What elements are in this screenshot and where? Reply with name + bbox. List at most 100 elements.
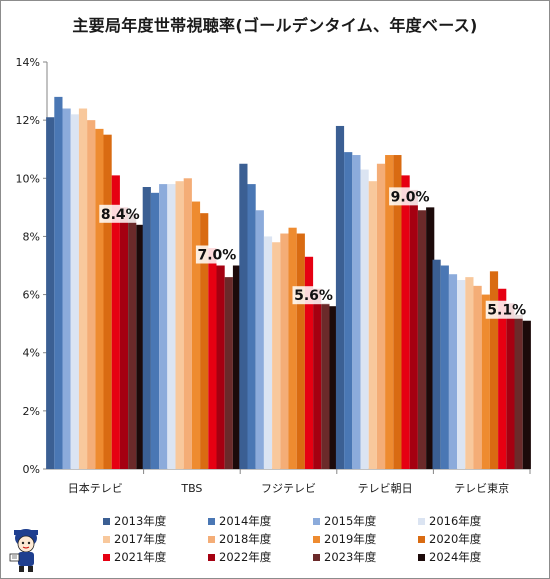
bar-2017年度-テレビ東京 bbox=[465, 277, 474, 469]
data-label: 5.6% bbox=[294, 288, 333, 304]
bar-2018年度-テレビ朝日 bbox=[376, 163, 386, 469]
bar-2024年度-テレビ東京 bbox=[522, 320, 531, 469]
y-tick-label: 2% bbox=[23, 405, 40, 418]
bar-2024年度-フジテレビ bbox=[329, 306, 338, 469]
bar-2016年度-フジテレビ bbox=[263, 236, 273, 469]
bar-2015年度-日本テレビ bbox=[62, 108, 71, 469]
legend-item: 2021年度 bbox=[103, 549, 208, 565]
bar-2016年度-テレビ東京 bbox=[457, 280, 466, 469]
bar-2015年度-テレビ朝日 bbox=[352, 155, 361, 469]
bar-2024年度-TBS bbox=[232, 265, 242, 469]
bar-2021年度-テレビ東京 bbox=[498, 288, 507, 469]
legend-swatch bbox=[103, 553, 110, 561]
legend-label: 2016年度 bbox=[429, 514, 482, 528]
legend-item: 2020年度 bbox=[418, 531, 523, 547]
legend: 2013年度 2014年度 2015年度 2016年度 2017年度 2018年度 2019… bbox=[103, 513, 523, 565]
bar-2017年度-テレビ朝日 bbox=[368, 181, 377, 469]
bar-2016年度-日本テレビ bbox=[70, 114, 79, 469]
bar-2020年度-TBS bbox=[200, 213, 209, 469]
bar-2020年度-テレビ東京 bbox=[489, 271, 499, 469]
bar-2015年度-TBS bbox=[159, 184, 168, 469]
legend-item: 2019年度 bbox=[313, 531, 418, 547]
bar-2017年度-日本テレビ bbox=[78, 108, 88, 469]
data-label-background bbox=[99, 204, 142, 223]
y-tick-label: 4% bbox=[23, 347, 40, 360]
bar-2023年度-テレビ朝日 bbox=[417, 210, 427, 469]
y-tick-label: 14% bbox=[16, 56, 40, 69]
data-label-background bbox=[485, 300, 528, 319]
y-tick-label: 0% bbox=[23, 463, 40, 476]
bar-2020年度-テレビ朝日 bbox=[393, 155, 402, 469]
bar-2022年度-フジテレビ bbox=[313, 288, 322, 469]
x-tick-label: TBS bbox=[180, 482, 202, 495]
legend-swatch bbox=[208, 553, 215, 561]
legend-label: 2018年度 bbox=[219, 532, 272, 546]
legend-swatch bbox=[313, 535, 320, 543]
legend-label: 2024年度 bbox=[429, 550, 482, 564]
bar-2019年度-テレビ東京 bbox=[481, 294, 490, 469]
legend-item: 2024年度 bbox=[418, 549, 523, 565]
data-label: 5.1% bbox=[487, 303, 526, 319]
data-label: 9.0% bbox=[391, 189, 430, 205]
legend-item: 2022年度 bbox=[208, 549, 313, 565]
x-tick-label: テレビ朝日 bbox=[358, 482, 413, 495]
legend-swatch bbox=[208, 535, 215, 543]
bar-2013年度-日本テレビ bbox=[46, 117, 55, 469]
bar-2022年度-テレビ朝日 bbox=[409, 189, 418, 469]
bar-2019年度-フジテレビ bbox=[288, 227, 297, 469]
legend-swatch bbox=[313, 517, 320, 525]
bar-2019年度-TBS bbox=[191, 201, 201, 470]
legend-swatch bbox=[418, 553, 425, 561]
bar-2016年度-テレビ朝日 bbox=[360, 169, 369, 470]
data-label: 8.4% bbox=[101, 207, 140, 223]
bar-2014年度-テレビ朝日 bbox=[344, 152, 353, 469]
bar-2013年度-テレビ東京 bbox=[432, 259, 441, 469]
bar-2020年度-日本テレビ bbox=[103, 134, 112, 469]
legend-label: 2022年度 bbox=[219, 550, 272, 564]
legend-label: 2015年度 bbox=[324, 514, 377, 528]
mascot-logo bbox=[9, 529, 38, 572]
bar-2016年度-TBS bbox=[167, 184, 176, 469]
bar-2017年度-TBS bbox=[175, 181, 184, 469]
bar-2020年度-フジテレビ bbox=[296, 233, 305, 469]
data-label-background bbox=[292, 286, 335, 305]
legend-item: 2014年度 bbox=[208, 513, 313, 529]
bar-2014年度-日本テレビ bbox=[54, 96, 63, 469]
bar-2015年度-フジテレビ bbox=[255, 210, 264, 469]
bar-2015年度-テレビ東京 bbox=[448, 274, 458, 469]
bar-2023年度-日本テレビ bbox=[128, 213, 137, 469]
y-tick-label: 6% bbox=[23, 289, 40, 302]
legend-label: 2019年度 bbox=[324, 532, 377, 546]
legend-swatch bbox=[208, 517, 215, 525]
bar-2013年度-テレビ朝日 bbox=[335, 125, 345, 469]
bar-2024年度-テレビ朝日 bbox=[426, 207, 435, 469]
bar-2019年度-テレビ朝日 bbox=[385, 155, 394, 469]
legend-swatch bbox=[313, 553, 320, 561]
legend-label: 2017年度 bbox=[114, 532, 167, 546]
bar-2023年度-TBS bbox=[224, 277, 233, 469]
bar-2021年度-テレビ朝日 bbox=[401, 175, 410, 469]
bar-2024年度-日本テレビ bbox=[136, 224, 145, 469]
y-tick-label: 12% bbox=[16, 114, 40, 127]
y-tick-label: 8% bbox=[23, 230, 40, 243]
legend-label: 2013年度 bbox=[114, 514, 167, 528]
bar-2023年度-フジテレビ bbox=[321, 303, 330, 469]
legend-item: 2017年度 bbox=[103, 531, 208, 547]
data-label-background bbox=[195, 245, 238, 264]
data-label-background bbox=[389, 187, 432, 206]
legend-label: 2014年度 bbox=[219, 514, 272, 528]
legend-item: 2015年度 bbox=[313, 513, 418, 529]
chart-title: 主要局年度世帯視聴率(ゴールデンタイム、年度ベース) bbox=[72, 16, 478, 35]
bar-2021年度-フジテレビ bbox=[304, 256, 314, 469]
legend-swatch bbox=[103, 535, 110, 543]
bar-2022年度-日本テレビ bbox=[119, 207, 129, 469]
bar-2014年度-TBS bbox=[150, 192, 160, 470]
bar-2018年度-テレビ東京 bbox=[473, 285, 482, 469]
bar-2021年度-日本テレビ bbox=[111, 175, 120, 469]
bar-2017年度-フジテレビ bbox=[272, 242, 281, 469]
legend-swatch bbox=[418, 535, 425, 543]
y-tick-label: 10% bbox=[16, 172, 40, 185]
data-label: 7.0% bbox=[197, 248, 236, 264]
legend-label: 2020年度 bbox=[429, 532, 482, 546]
